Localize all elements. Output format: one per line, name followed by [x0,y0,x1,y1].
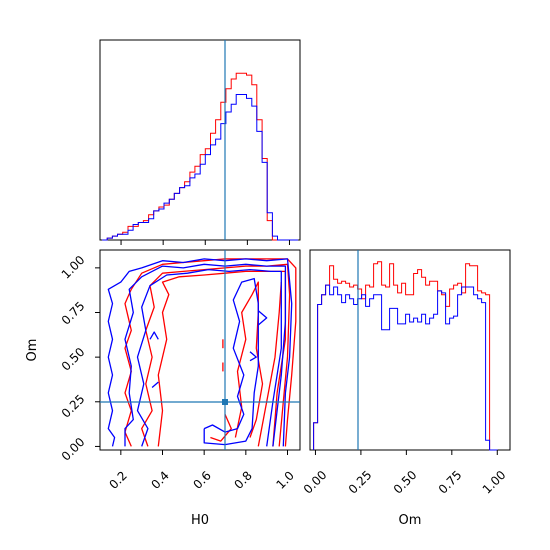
tick-marks [95,240,498,455]
truth-point [222,399,228,405]
hist-H0-marks [102,72,299,241]
hist-H0-series-0 [102,72,299,241]
xlabel-H0: H0 [191,513,209,528]
ylabel-Om: Om [25,339,40,362]
contour-series-1-level-5 [203,277,259,446]
contour-series-0-level-0 [124,258,297,447]
panel-hist-H0 [102,40,299,241]
panel-contour [100,250,300,450]
contour-series-1-level-1 [124,263,287,447]
contour-series-0-level-1 [141,263,291,447]
contour-series-1-level-6 [257,310,268,326]
hist-Om-series-0 [313,261,498,451]
hist-Om-marks [313,261,498,451]
contour-series-0-level-5 [210,414,232,442]
hist-Om-series-1 [313,284,498,451]
contour-series-1-level-7 [249,351,257,362]
hist-H0-frame [99,39,301,241]
hist-H0-series-1 [102,94,299,241]
contour-marks [107,258,297,447]
contour-series-1-level-4 [149,331,159,340]
contour-series-1-level-2 [136,268,282,447]
contour-series-1-level-3 [151,381,159,388]
hist-Om-frame [309,249,511,451]
panel-hist-Om [313,250,498,451]
contour-frame [99,249,301,451]
contour-series-0-level-3 [257,282,282,447]
contour-series-1-level-0 [107,258,293,447]
xlabel-Om: Om [399,513,422,528]
